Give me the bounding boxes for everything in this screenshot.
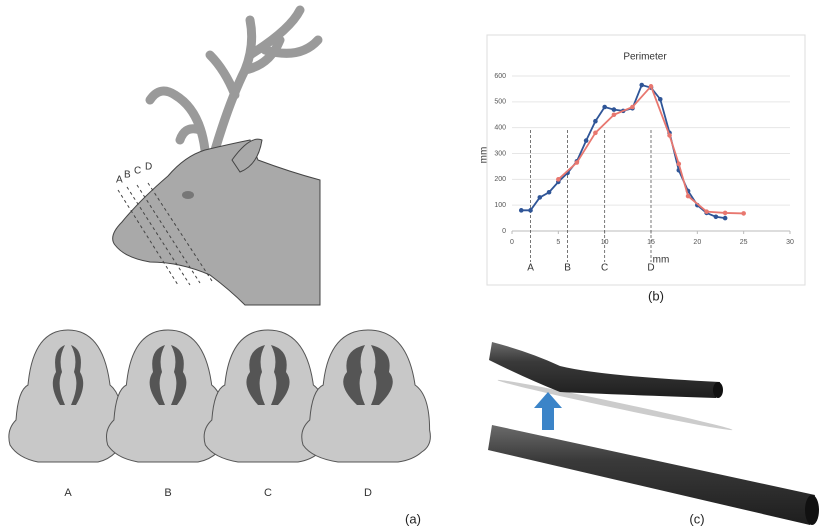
chart-frame: [487, 35, 805, 285]
y-tick-label: 500: [494, 99, 506, 106]
point: [658, 97, 663, 102]
panel-label: (b): [648, 288, 664, 303]
panel-label: (c): [689, 511, 704, 526]
point: [602, 105, 607, 110]
x-tick-label: 25: [740, 239, 748, 246]
point: [538, 195, 543, 200]
point: [519, 208, 524, 213]
y-tick-label: 600: [494, 73, 506, 80]
y-tick-label: 400: [494, 125, 506, 132]
point: [714, 214, 719, 219]
point: [704, 209, 709, 214]
point: [649, 84, 654, 89]
section-label: D: [364, 487, 372, 499]
section-label: A: [64, 487, 72, 499]
section-label: C: [264, 487, 272, 499]
tube-illustration: [488, 342, 819, 525]
point: [575, 160, 580, 165]
point: [593, 119, 598, 124]
y-axis-label: mm: [479, 147, 490, 164]
point: [556, 177, 561, 182]
cut-label: D: [145, 162, 152, 173]
point: [686, 194, 691, 199]
point: [612, 107, 617, 112]
cross-sections: A B C D: [9, 330, 431, 499]
point: [677, 162, 682, 167]
cut-label: A: [116, 175, 123, 186]
x-tick-label: 0: [510, 239, 514, 246]
x-tick-label: 5: [556, 239, 560, 246]
point: [547, 190, 552, 195]
x-tick-label: 30: [786, 239, 794, 246]
point: [667, 133, 672, 138]
y-tick-label: 200: [494, 176, 506, 183]
point: [528, 208, 533, 213]
point: [723, 211, 728, 216]
point: [612, 112, 617, 117]
marker-label: C: [601, 263, 608, 274]
marker-label: D: [647, 263, 654, 274]
marker-label: B: [564, 263, 571, 274]
x-tick-label: 20: [693, 239, 701, 246]
cut-label: B: [124, 170, 131, 181]
y-tick-label: 100: [494, 202, 506, 209]
cut-label: C: [134, 166, 141, 177]
section-label: B: [164, 487, 171, 499]
marker-label: A: [527, 263, 534, 274]
point: [584, 138, 589, 143]
y-tick-label: 0: [502, 228, 506, 235]
point: [639, 83, 644, 88]
section-shape: [302, 330, 431, 462]
panel-label: (a): [405, 511, 421, 526]
figure: A B C D ABCD (a) Perimeter mm mm 0100200…: [0, 0, 824, 532]
y-tick-label: 300: [494, 150, 506, 157]
point: [741, 211, 746, 216]
section-shape: [9, 330, 124, 462]
chart-title: Perimeter: [623, 52, 667, 63]
deer-illustration: A B C D: [113, 10, 320, 305]
point: [593, 131, 598, 136]
point: [630, 105, 635, 110]
point: [723, 216, 728, 221]
x-axis-label: mm: [653, 255, 670, 266]
